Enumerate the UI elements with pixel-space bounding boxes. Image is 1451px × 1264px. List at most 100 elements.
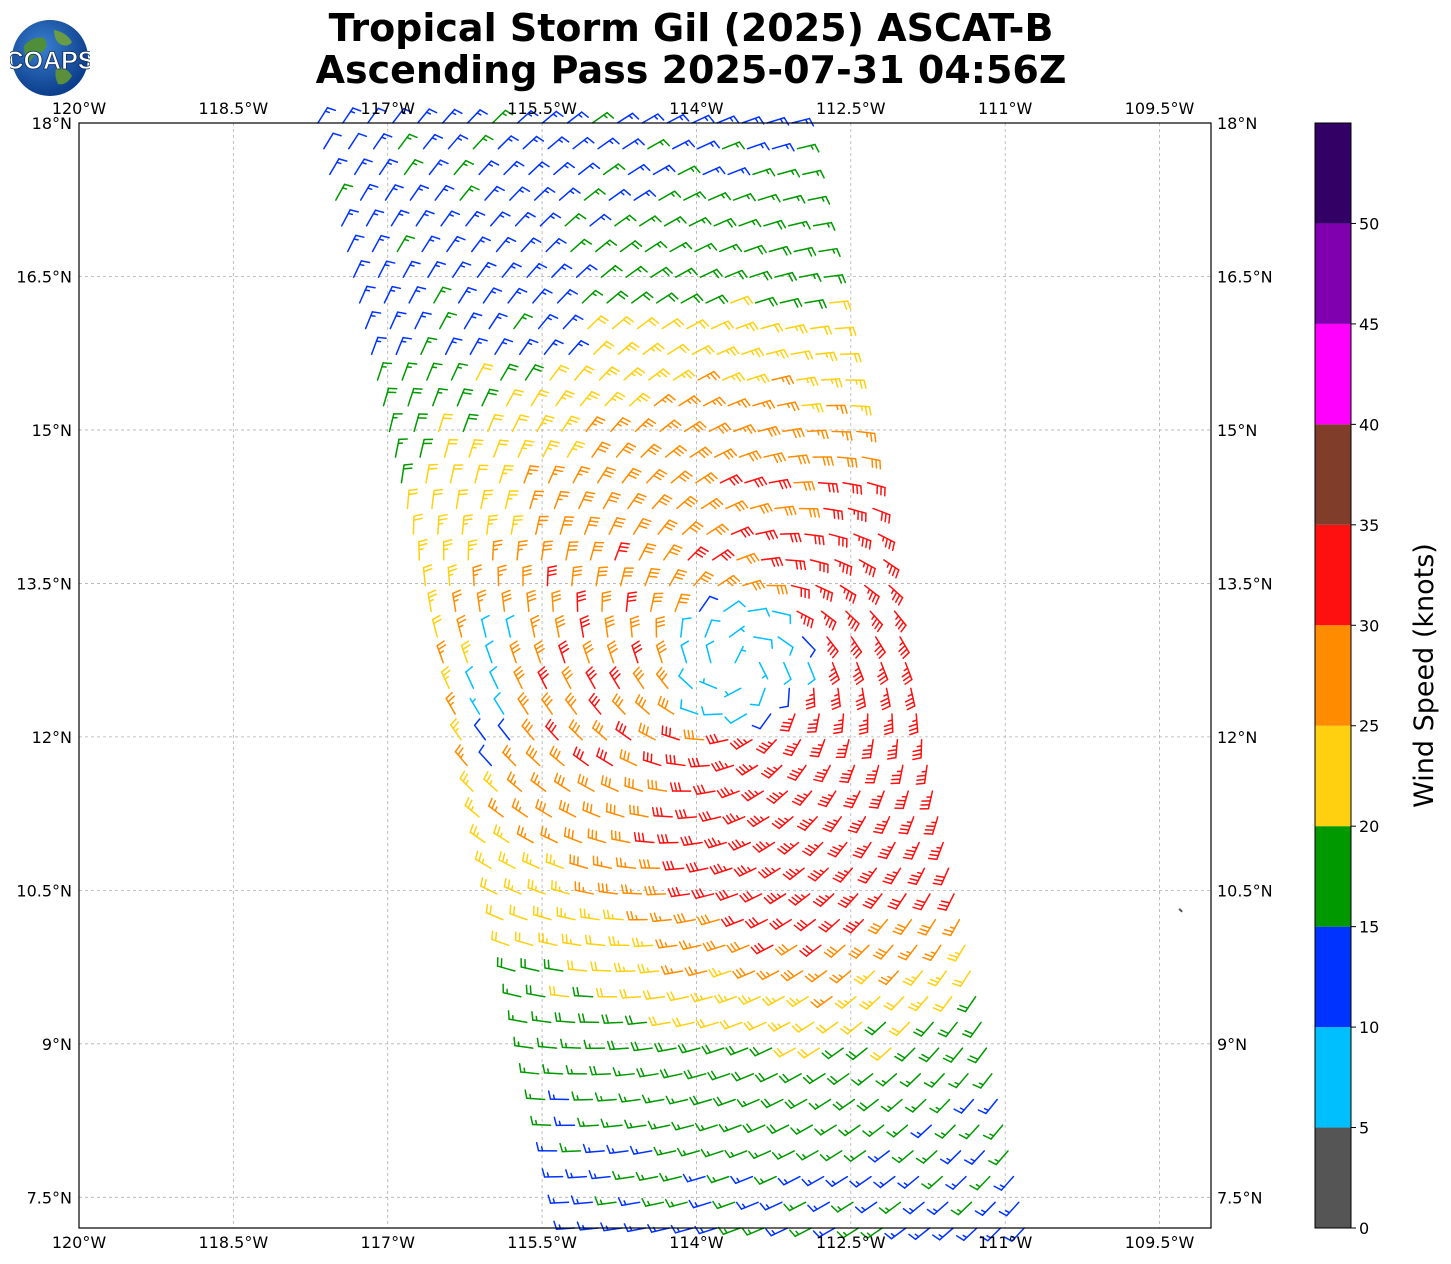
wind-barb	[700, 497, 724, 510]
wind-barb	[525, 745, 541, 767]
wind-barb	[376, 362, 393, 381]
wind-barb	[802, 169, 825, 179]
colorbar-label: Wind Speed (knots)	[1409, 543, 1440, 808]
wind-barb	[671, 1121, 695, 1131]
lon-tick-label-top: 112.5°W	[816, 99, 886, 118]
wind-barb	[579, 615, 591, 638]
wind-barb	[666, 991, 690, 1002]
wind-barb	[646, 468, 668, 484]
colorbar-segment	[1315, 625, 1351, 726]
wind-barb	[494, 338, 514, 356]
wind-barb	[483, 771, 498, 792]
wind-barb	[866, 482, 886, 497]
wind-barb	[732, 967, 756, 979]
wind-barb	[636, 1067, 659, 1078]
wind-barb	[717, 574, 741, 587]
lon-tick-label-top: 111°W	[978, 99, 1033, 118]
wind-barb	[583, 516, 600, 535]
wind-barb	[799, 944, 822, 957]
wind-barb	[804, 533, 825, 546]
chart-title-line-2: Ascending Pass 2025-07-31 04:56Z	[315, 48, 1067, 92]
wind-barb	[690, 992, 714, 1003]
wind-barb	[790, 350, 814, 361]
wind-barb	[539, 212, 562, 227]
wind-barb	[689, 1095, 713, 1106]
wind-barb	[699, 678, 718, 690]
wind-barb	[687, 757, 710, 768]
wind-barb	[642, 990, 666, 1000]
lon-tick-label-bottom: 114°W	[669, 1233, 724, 1252]
wind-barb	[654, 1042, 677, 1053]
wind-barb	[622, 138, 645, 150]
wind-barb	[364, 311, 382, 330]
wind-barb	[684, 966, 708, 977]
wind-barb	[504, 490, 519, 510]
wind-barb	[749, 502, 773, 514]
wind-barb	[522, 564, 532, 587]
wind-barb	[371, 234, 390, 253]
colorbar-tick-label: 40	[1359, 415, 1379, 434]
lon-tick-label-top: 118.5°W	[199, 99, 269, 118]
lon-tick-label-bottom: 109.5°W	[1125, 1233, 1195, 1252]
wind-barb	[823, 274, 847, 284]
wind-barb	[469, 697, 481, 715]
wind-barb	[443, 438, 459, 458]
wind-barb	[662, 860, 685, 871]
wind-barb	[480, 489, 494, 510]
wind-barb	[452, 589, 462, 613]
wind-barb	[720, 915, 744, 927]
wind-barb	[724, 713, 748, 724]
wind-barb	[779, 297, 803, 308]
wind-barb	[532, 905, 552, 921]
wind-barb	[852, 841, 872, 859]
wind-barb	[726, 941, 750, 953]
wind-barb	[932, 1227, 954, 1241]
wind-barb	[664, 444, 688, 458]
wind-barb	[850, 404, 872, 416]
colorbar-segment	[1315, 524, 1351, 626]
wind-barb	[832, 867, 854, 883]
wind-barb	[901, 661, 913, 685]
chart-title-line-1: Tropical Storm Gil (2025) ASCAT-B	[328, 6, 1054, 50]
wind-barb	[574, 365, 595, 381]
wind-barb	[737, 995, 761, 1005]
wind-barb	[927, 970, 948, 987]
wind-barb	[440, 666, 451, 690]
wind-barb	[778, 1073, 802, 1084]
wind-barb	[526, 262, 548, 278]
wind-barb	[447, 134, 469, 150]
wind-barb	[621, 467, 642, 484]
wind-barb	[698, 811, 722, 822]
wind-barb	[551, 879, 570, 895]
wind-barb	[741, 347, 765, 358]
wind-barb	[693, 784, 716, 795]
wind-barb	[594, 1092, 617, 1102]
wind-barb	[695, 1018, 719, 1029]
wind-barb	[874, 636, 886, 659]
wind-barb	[377, 260, 396, 278]
wind-barb	[962, 1021, 982, 1038]
wind-barb	[894, 790, 909, 810]
wind-barb	[658, 190, 682, 201]
wind-barb	[791, 1021, 815, 1033]
wind-barb	[858, 559, 876, 578]
colorbar-tick-label: 10	[1359, 1018, 1379, 1037]
wind-barb	[480, 614, 490, 638]
wind-barb	[542, 1063, 564, 1075]
wind-barb	[549, 364, 570, 381]
wind-barb	[569, 854, 589, 869]
wind-barb	[481, 388, 499, 407]
lat-tick-label-left: 15°N	[32, 421, 72, 440]
wind-barb	[821, 1047, 844, 1060]
wind-barb	[600, 1222, 623, 1232]
wind-barb	[898, 816, 915, 835]
wind-barb	[859, 995, 881, 1010]
wind-barb	[926, 1201, 949, 1215]
wind-barb	[547, 1090, 570, 1101]
wind-barb	[568, 340, 590, 356]
wind-barb	[582, 1143, 605, 1154]
wind-barb	[809, 325, 833, 336]
wind-barb	[782, 738, 802, 757]
wind-barb	[674, 809, 698, 820]
wind-barb	[693, 571, 714, 587]
